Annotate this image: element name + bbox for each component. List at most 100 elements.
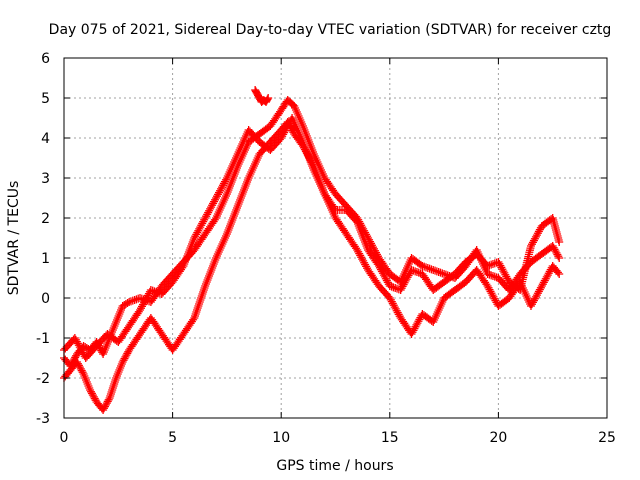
- data-point: [232, 206, 241, 214]
- data-point: [99, 348, 108, 356]
- data-point: [74, 341, 83, 350]
- data-point: [238, 140, 247, 148]
- data-point: [488, 272, 497, 280]
- data-point: [130, 296, 139, 304]
- data-point: [315, 178, 324, 186]
- data-point: [308, 162, 317, 170]
- data-point: [532, 231, 541, 240]
- data-point: [119, 356, 128, 365]
- data-point: [554, 252, 563, 261]
- data-point: [318, 186, 327, 194]
- data-point: [498, 265, 507, 274]
- data-point: [553, 250, 562, 259]
- data-point: [136, 294, 145, 302]
- data-point: [380, 272, 389, 281]
- data-point: [353, 220, 362, 228]
- data-point: [312, 172, 321, 180]
- data-point: [354, 222, 363, 230]
- data-point: [291, 104, 300, 112]
- data-point: [438, 298, 447, 306]
- data-point: [193, 306, 202, 314]
- data-point: [78, 348, 87, 357]
- data-point: [483, 270, 492, 278]
- data-point: [77, 366, 86, 375]
- data-point: [230, 210, 239, 218]
- data-point: [432, 310, 441, 318]
- data-point: [195, 300, 204, 308]
- data-point: [230, 158, 239, 166]
- data-point: [418, 262, 427, 270]
- data-point: [548, 242, 557, 250]
- data-point: [223, 188, 232, 196]
- y-tick-label: -1: [36, 331, 50, 347]
- data-point: [120, 354, 129, 363]
- data-point: [221, 192, 230, 200]
- data-point: [358, 232, 367, 240]
- chart-title: Day 075 of 2021, Sidereal Day-to-day VTE…: [49, 22, 612, 38]
- data-point: [198, 290, 207, 298]
- data-point: [291, 122, 300, 130]
- data-point: [218, 240, 227, 248]
- data-point: [550, 245, 559, 254]
- data-point: [502, 272, 511, 281]
- data-point: [75, 363, 84, 372]
- data-point: [200, 215, 209, 224]
- data-point: [400, 278, 409, 287]
- data-point: [355, 224, 364, 232]
- data-point: [75, 343, 84, 352]
- data-point: [354, 247, 363, 256]
- data-point: [197, 294, 206, 302]
- data-point: [403, 262, 412, 270]
- data-point: [391, 304, 400, 313]
- data-point: [250, 162, 259, 170]
- data-point: [431, 314, 440, 322]
- data-point: [241, 132, 250, 140]
- data-point: [542, 272, 551, 281]
- y-tick-label: 5: [41, 91, 50, 107]
- data-point: [363, 244, 372, 252]
- data-point: [398, 282, 407, 291]
- data-point: [415, 315, 424, 324]
- data-point: [296, 116, 305, 124]
- data-point: [527, 240, 536, 249]
- data-point: [76, 344, 85, 353]
- data-point: [104, 395, 113, 404]
- data-point: [392, 306, 401, 315]
- data-point: [86, 387, 95, 396]
- data-point: [412, 320, 421, 329]
- data-point: [430, 316, 439, 324]
- data-point: [113, 314, 122, 322]
- data-point: [362, 242, 371, 250]
- data-point: [191, 232, 200, 241]
- data-point: [425, 264, 434, 273]
- data-point: [214, 208, 223, 216]
- data-point: [297, 118, 306, 126]
- data-point: [241, 134, 249, 142]
- data-point: [544, 269, 553, 278]
- data-point: [385, 282, 394, 290]
- data-point: [361, 260, 370, 269]
- data-point: [178, 263, 187, 272]
- data-point: [208, 201, 217, 210]
- data-point: [228, 216, 237, 224]
- data-point: [281, 126, 290, 135]
- data-point: [187, 240, 196, 248]
- data-point: [196, 223, 205, 232]
- data-point: [109, 382, 118, 390]
- y-tick-label: 1: [41, 251, 50, 267]
- data-point: [290, 102, 299, 110]
- data-point: [390, 303, 399, 312]
- data-point: [227, 164, 236, 172]
- data-point: [229, 214, 238, 222]
- data-point: [112, 372, 121, 380]
- data-point: [436, 302, 445, 310]
- data-point: [210, 258, 219, 266]
- data-point: [146, 286, 155, 294]
- data-point: [410, 324, 419, 333]
- data-point: [112, 316, 121, 324]
- data-point: [531, 232, 540, 241]
- data-point: [488, 291, 497, 300]
- data-point: [107, 388, 116, 396]
- data-point: [431, 312, 440, 320]
- data-point: [543, 271, 552, 280]
